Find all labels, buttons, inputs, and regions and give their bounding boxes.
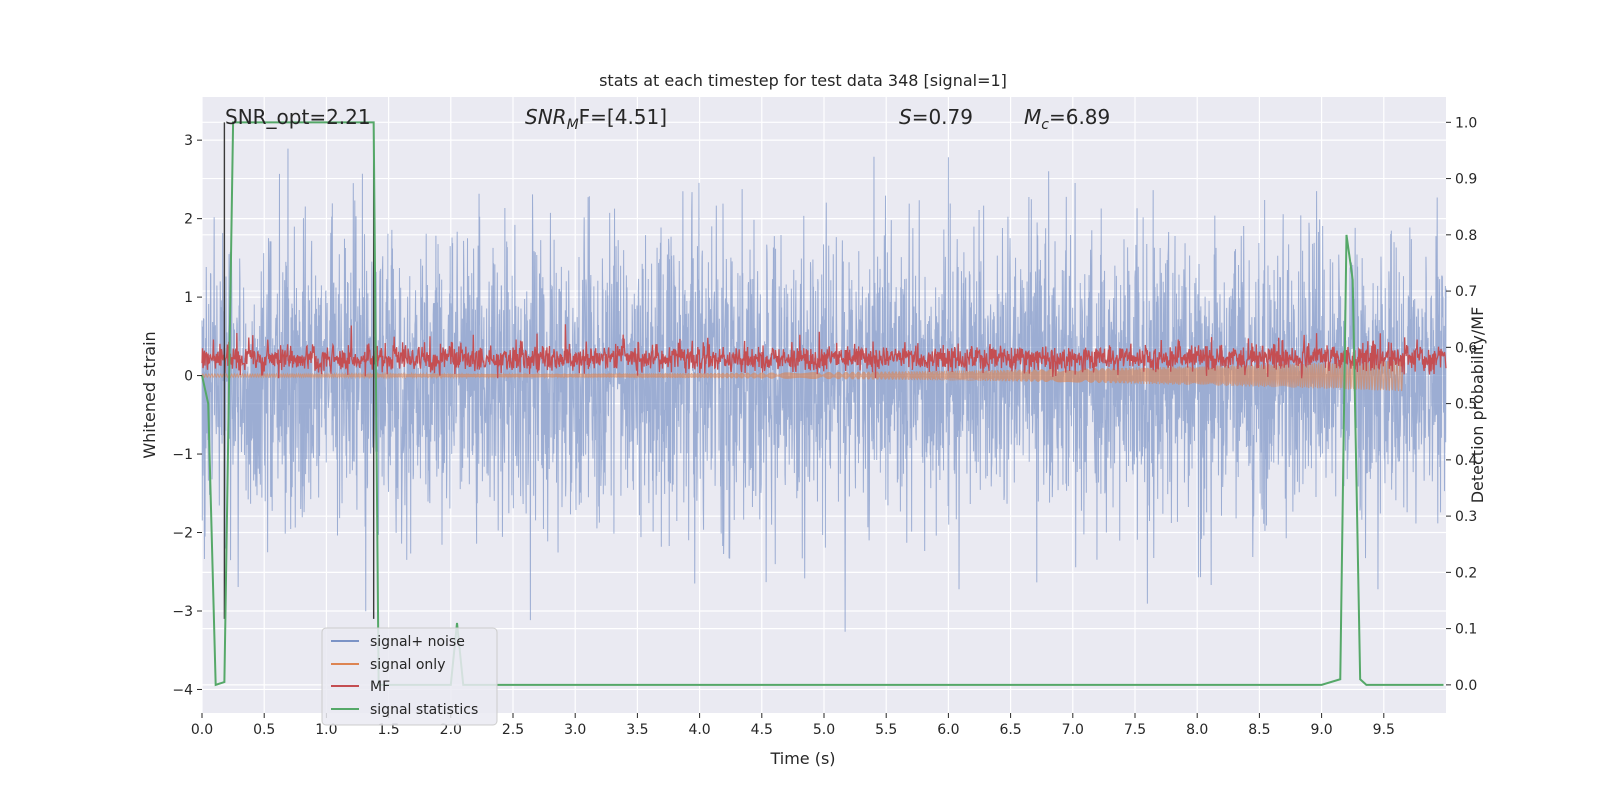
y-axis-right-ticks: 0.0 0.1 0.2 0.3 0.4 0.5 0.6 0.7 0.8 0.9 1.0 [1446,115,1477,694]
y-left-tick-label-6: 2 [184,212,193,228]
y-left-tick-label-1: −3 [172,604,193,620]
annotation-snr-mf-sub: M [567,117,579,133]
legend-box [321,627,498,726]
annotation-mc-value: =6.89 [1049,105,1110,129]
y-right-tick-label-9: 0.9 [1455,172,1477,188]
annotation-s-label: S [899,105,912,129]
legend-label-signal-only: signal only [370,657,445,673]
x-tick-label-19: 9.5 [1373,722,1395,738]
y-right-tick-label-8: 0.8 [1455,228,1477,244]
series-layer [201,148,1447,632]
y-left-tick-label-2: −2 [172,526,193,542]
x-tick-label-6: 3.0 [564,722,586,738]
x-tick-label-13: 6.5 [999,722,1021,738]
x-tick-label-9: 4.5 [751,722,773,738]
annotation-s: S=0.79 [899,105,973,129]
x-tick-label-7: 3.5 [626,722,648,738]
x-tick-label-11: 5.5 [875,722,897,738]
series-signal-only [201,360,1404,392]
x-tick-label-14: 7.0 [1062,722,1084,738]
annotation-mc-label: M [1024,105,1041,129]
annotation-mc: Mc=6.89 [1024,105,1110,133]
y-right-tick-label-5: 0.5 [1455,397,1477,413]
y-right-tick-label-2: 0.2 [1455,565,1477,581]
x-tick-label-16: 8.0 [1186,722,1208,738]
annotation-snr-mf: SNRMF=[4.51] [525,105,667,133]
annotation-s-value: =0.79 [912,105,973,129]
annotation-snr-mf-main: SNR [525,105,567,129]
series-signal-noise [201,148,1447,632]
x-tick-label-5: 2.5 [502,722,524,738]
x-axis-ticks: 0.0 0.5 1.0 1.5 2.0 2.5 3.0 3.5 4.0 4.5 5.0 5.5 6.0 6… [191,713,1395,738]
x-tick-label-2: 1.0 [315,722,337,738]
legend-label-mf: MF [370,679,390,695]
y-right-tick-label-3: 0.3 [1455,509,1477,525]
x-tick-label-18: 9.0 [1310,722,1332,738]
y-left-tick-label-0: −4 [172,682,193,698]
chart-title: stats at each timestep for test data 348… [599,71,1007,90]
x-tick-label-12: 6.0 [937,722,959,738]
y-left-tick-label-3: −1 [172,447,193,463]
x-tick-label-8: 4.0 [688,722,710,738]
y-axis-left-label: Whitened strain [140,331,159,458]
y-right-tick-label-7: 0.7 [1455,284,1477,300]
y-axis-right-label: Detection probability/MF [1468,307,1487,504]
x-axis-label: Time (s) [769,749,835,768]
y-right-tick-label-4: 0.4 [1455,453,1477,469]
series-mf [201,324,1447,379]
x-tick-label-17: 8.5 [1248,722,1270,738]
annotation-mc-sub: c [1041,117,1049,133]
x-tick-label-1: 0.5 [253,722,275,738]
x-tick-label-0: 0.0 [191,722,213,738]
y-right-tick-label-10: 1.0 [1455,115,1477,131]
y-left-tick-label-4: 0 [184,369,193,385]
y-left-tick-label-7: 3 [184,133,193,149]
legend: signal+ noise signal only MF signal stat… [321,627,498,726]
annotation-snr-mf-value: F=[4.51] [579,105,667,129]
y-right-tick-label-0: 0.0 [1455,678,1477,694]
x-tick-label-15: 7.5 [1124,722,1146,738]
x-tick-label-3: 1.5 [377,722,399,738]
y-axis-left-ticks: −4 −3 −2 −1 0 1 2 3 [172,133,202,698]
y-right-tick-label-6: 0.6 [1455,340,1477,356]
x-tick-label-10: 5.0 [813,722,835,738]
y-right-tick-label-1: 0.1 [1455,622,1477,638]
x-tick-label-4: 2.0 [440,722,462,738]
legend-label-signal-noise: signal+ noise [370,634,465,650]
y-left-tick-label-5: 1 [184,290,193,306]
legend-label-signal-statistics: signal statistics [370,702,478,718]
annotation-snr-opt: SNR_opt=2.21 [225,105,371,129]
